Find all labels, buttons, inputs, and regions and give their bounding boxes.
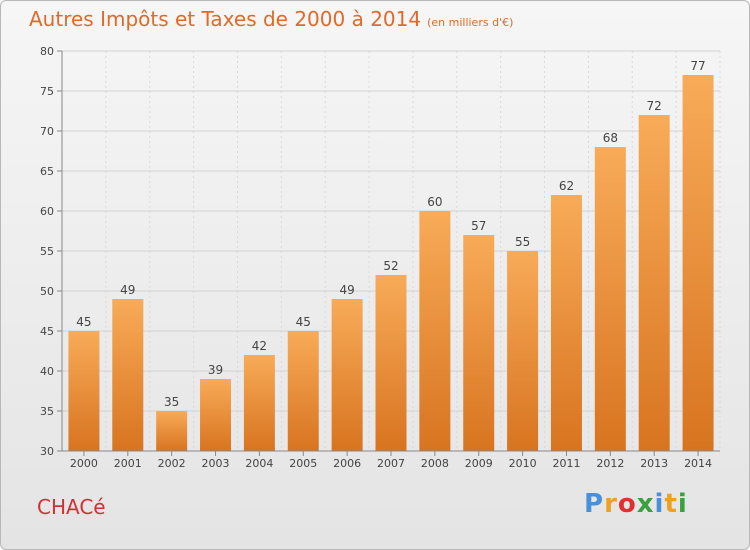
x-tick-label: 2014 bbox=[684, 457, 712, 470]
data-label: 60 bbox=[427, 195, 442, 209]
axis-layer: 30 35 40 45 50 55 60 65 70 75 80 2000 2001 2002 2003 20… bbox=[40, 45, 720, 470]
data-label: 52 bbox=[383, 259, 398, 273]
y-tick-label: 40 bbox=[40, 365, 54, 378]
logo-letter: x bbox=[636, 489, 655, 519]
x-tick-label: 2012 bbox=[596, 457, 624, 470]
bar bbox=[243, 355, 275, 451]
bar bbox=[112, 299, 144, 451]
logo-letter: P bbox=[584, 489, 605, 519]
logo-letter: i bbox=[654, 489, 665, 519]
x-tick-label: 2013 bbox=[640, 457, 668, 470]
data-label: 77 bbox=[690, 59, 705, 73]
chart-title-text: Autres Impôts et Taxes de 2000 à 2014 bbox=[29, 7, 422, 31]
y-tick-label: 65 bbox=[40, 165, 54, 178]
data-label: 45 bbox=[76, 315, 91, 329]
y-tick-label: 45 bbox=[40, 325, 54, 338]
data-label: 35 bbox=[164, 395, 179, 409]
bar bbox=[463, 235, 495, 451]
bar bbox=[68, 331, 100, 451]
data-label: 68 bbox=[603, 131, 618, 145]
proxiti-logo: Proxiti bbox=[584, 489, 688, 519]
data-label: 57 bbox=[471, 219, 486, 233]
x-tick-label: 2004 bbox=[245, 457, 273, 470]
data-label: 55 bbox=[515, 235, 530, 249]
bar bbox=[682, 75, 714, 451]
x-tick-label: 2002 bbox=[158, 457, 186, 470]
x-tick-label: 2008 bbox=[421, 457, 449, 470]
logo-letter: t bbox=[664, 489, 678, 519]
commune-name: CHACé bbox=[37, 495, 106, 519]
x-tick-label: 2001 bbox=[114, 457, 142, 470]
bar bbox=[550, 195, 582, 451]
bar bbox=[507, 251, 539, 451]
y-tick-label: 80 bbox=[40, 45, 54, 58]
data-label: 39 bbox=[208, 363, 223, 377]
y-tick-label: 75 bbox=[40, 85, 54, 98]
bar bbox=[331, 299, 363, 451]
x-tick-label: 2007 bbox=[377, 457, 405, 470]
bars-layer bbox=[68, 75, 714, 451]
chart-title: Autres Impôts et Taxes de 2000 à 2014 (en… bbox=[29, 7, 513, 31]
logo-letter: i bbox=[677, 489, 688, 519]
y-tick-label: 50 bbox=[40, 285, 54, 298]
bar bbox=[287, 331, 319, 451]
chart-subtitle: (en milliers d'€) bbox=[427, 16, 514, 29]
bar bbox=[375, 275, 407, 451]
data-label: 45 bbox=[296, 315, 311, 329]
x-tick-label: 2000 bbox=[70, 457, 98, 470]
x-tick-label: 2005 bbox=[289, 457, 317, 470]
bar bbox=[200, 379, 232, 451]
bar bbox=[419, 211, 451, 451]
x-tick-label: 2003 bbox=[202, 457, 230, 470]
data-label: 49 bbox=[120, 283, 135, 297]
y-tick-label: 55 bbox=[40, 245, 54, 258]
y-tick-label: 60 bbox=[40, 205, 54, 218]
y-tick-label: 30 bbox=[40, 445, 54, 458]
x-tick-label: 2009 bbox=[465, 457, 493, 470]
bar bbox=[638, 115, 670, 451]
y-tick-label: 70 bbox=[40, 125, 54, 138]
data-label: 72 bbox=[647, 99, 662, 113]
data-label: 49 bbox=[339, 283, 354, 297]
data-label: 62 bbox=[559, 179, 574, 193]
data-label: 42 bbox=[252, 339, 267, 353]
x-tick-label: 2010 bbox=[509, 457, 537, 470]
labels-layer: 45 49 35 39 42 45 49 52 60 57 55 62 68 72 77 bbox=[76, 59, 705, 409]
y-tick-label: 35 bbox=[40, 405, 54, 418]
bar bbox=[156, 411, 188, 451]
x-tick-label: 2006 bbox=[333, 457, 361, 470]
logo-letter: r bbox=[604, 489, 618, 519]
bar bbox=[594, 147, 626, 451]
logo-letter: o bbox=[617, 489, 637, 519]
x-tick-label: 2011 bbox=[552, 457, 580, 470]
